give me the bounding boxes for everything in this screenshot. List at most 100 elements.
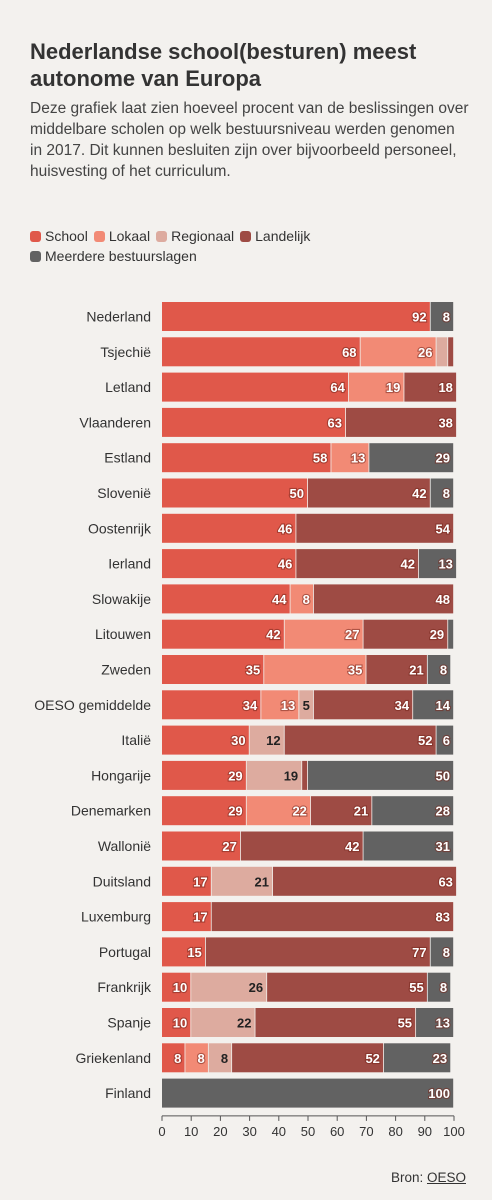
data-label: 29 <box>436 451 450 466</box>
bar-segment <box>448 337 454 367</box>
data-label: 55 <box>398 1016 412 1031</box>
bar-segment <box>162 725 249 755</box>
bar-segment <box>345 407 457 437</box>
data-label: 35 <box>348 663 362 678</box>
data-label: 14 <box>436 698 451 713</box>
data-label: 52 <box>365 1051 379 1066</box>
category-label: Zweden <box>101 662 151 678</box>
category-label: Finland <box>105 1085 151 1101</box>
category-label: Slowakije <box>92 591 151 607</box>
data-label: 21 <box>409 663 423 678</box>
category-label: Ierland <box>108 556 151 572</box>
category-label: Estland <box>104 450 151 466</box>
bar-segment <box>360 337 436 367</box>
bar-segment <box>162 619 284 649</box>
data-label: 8 <box>174 1051 181 1066</box>
legend-swatch <box>240 231 252 242</box>
data-label: 31 <box>436 839 450 854</box>
bar-segment <box>436 725 454 755</box>
data-label: 23 <box>433 1051 447 1066</box>
category-label: Portugal <box>99 944 151 960</box>
x-tick-label: 90 <box>418 1124 432 1139</box>
bar-segment <box>162 302 430 331</box>
data-label: 63 <box>327 415 341 430</box>
bar-segment <box>348 372 404 402</box>
bar-segment <box>299 690 314 720</box>
legend-swatch <box>156 231 168 242</box>
data-label: 52 <box>418 733 432 748</box>
data-label: 8 <box>440 980 447 995</box>
x-tick-label: 60 <box>330 1124 344 1139</box>
chart-title: Nederlandse school(besturen) meest auton… <box>30 39 417 91</box>
data-label: 17 <box>193 910 207 925</box>
data-label: 83 <box>436 910 450 925</box>
data-label: 42 <box>412 486 426 501</box>
data-label: 42 <box>345 839 359 854</box>
category-label: Hongarije <box>91 767 151 783</box>
data-label: 19 <box>386 380 400 395</box>
x-tick-label: 80 <box>388 1124 402 1139</box>
bar-segment <box>208 1043 232 1073</box>
data-label: 21 <box>354 804 368 819</box>
data-label: 18 <box>438 380 452 395</box>
data-label: 6 <box>443 733 450 748</box>
x-tick-label: 10 <box>184 1124 198 1139</box>
bar-segment <box>191 1008 255 1037</box>
bar-segment <box>162 831 241 861</box>
bar-segment <box>416 1008 454 1037</box>
legend-item: Regionaal <box>156 227 234 246</box>
bar-segment <box>418 549 457 579</box>
bar-segment <box>383 1043 451 1073</box>
bar-segment <box>430 937 454 967</box>
bar-segment <box>308 478 430 508</box>
data-label: 13 <box>436 1016 450 1031</box>
category-label: Oostenrijk <box>88 520 152 536</box>
data-label: 42 <box>400 557 414 572</box>
data-label: 46 <box>278 557 292 572</box>
x-tick-label: 100 <box>443 1124 465 1139</box>
bar-segment <box>162 584 290 614</box>
bar-segment <box>363 619 448 649</box>
data-label: 5 <box>303 698 310 713</box>
bar-segment <box>162 972 191 1002</box>
bar-segment <box>313 690 413 720</box>
bar-segment <box>284 725 436 755</box>
data-label: 30 <box>231 733 245 748</box>
bar-segment <box>272 866 457 896</box>
bar-segment <box>162 1043 185 1073</box>
x-tick-label: 50 <box>301 1124 315 1139</box>
legend-item: Lokaal <box>93 227 150 246</box>
category-label: Denemarken <box>71 803 151 819</box>
data-label: 29 <box>228 768 242 783</box>
bar-segment <box>430 478 454 508</box>
data-label: 29 <box>430 627 444 642</box>
data-label: 35 <box>246 663 260 678</box>
data-label: 46 <box>278 521 292 536</box>
bar-segment <box>369 443 454 473</box>
bar-segment <box>162 796 246 826</box>
source-note: Bron: OESO <box>391 1170 466 1185</box>
bar-segment <box>162 655 264 684</box>
category-label: Luxemburg <box>81 909 151 925</box>
data-label: 100 <box>428 1086 450 1101</box>
x-tick-label: 0 <box>158 1124 165 1139</box>
category-label: OESO gemiddelde <box>34 697 151 713</box>
data-label: 8 <box>221 1051 228 1066</box>
bar-segment <box>413 690 454 720</box>
bar-segment <box>211 866 273 896</box>
data-label: 8 <box>443 486 450 501</box>
bar-segment <box>162 478 308 508</box>
data-label: 29 <box>228 804 242 819</box>
data-label: 77 <box>412 945 426 960</box>
bar-segment <box>363 831 454 861</box>
bar-segment <box>185 1043 208 1073</box>
bar-segment <box>427 972 451 1002</box>
source-link[interactable]: OESO <box>426 1170 466 1185</box>
bar-segment <box>448 619 454 649</box>
bar-segment <box>331 443 369 473</box>
legend-item: School <box>30 227 88 246</box>
bar-segment <box>211 902 454 932</box>
bar-segment <box>404 372 457 402</box>
legend-label: Regionaal <box>171 228 235 244</box>
source-label: Bron: <box>390 1170 424 1185</box>
